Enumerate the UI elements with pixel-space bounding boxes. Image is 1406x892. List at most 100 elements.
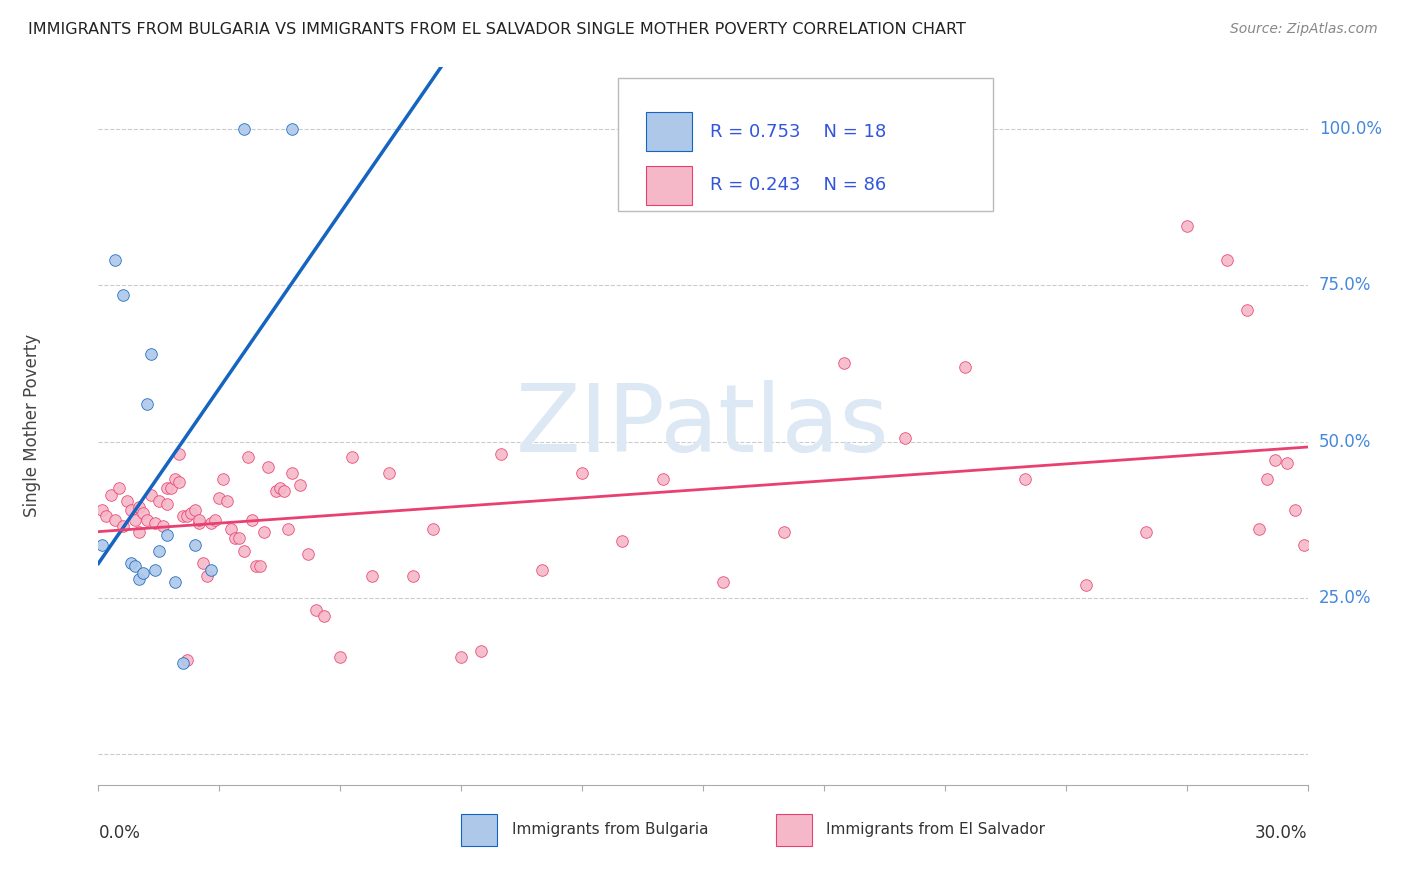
Point <box>115 494 138 508</box>
Point <box>893 432 915 446</box>
Point <box>232 543 254 558</box>
Point <box>832 356 855 371</box>
Point <box>772 524 794 539</box>
Text: Immigrants from El Salvador: Immigrants from El Salvador <box>827 822 1045 838</box>
Point <box>208 491 231 505</box>
Point <box>1249 522 1271 536</box>
Point <box>111 519 134 533</box>
Point <box>148 543 170 558</box>
Point <box>221 522 243 536</box>
Point <box>193 557 215 571</box>
Point <box>530 563 553 577</box>
Text: 0.0%: 0.0% <box>98 824 141 842</box>
Point <box>143 563 166 577</box>
Point <box>107 482 129 496</box>
Point <box>100 487 122 501</box>
Point <box>163 574 186 589</box>
Point <box>288 478 311 492</box>
Point <box>120 557 142 571</box>
Point <box>953 359 976 374</box>
Point <box>172 509 194 524</box>
Point <box>253 524 276 539</box>
Point <box>1074 578 1097 592</box>
Point <box>1256 472 1278 486</box>
Point <box>111 287 134 301</box>
Point <box>184 537 207 551</box>
Text: 50.0%: 50.0% <box>1319 433 1371 450</box>
Point <box>217 494 239 508</box>
Point <box>422 522 444 536</box>
Point <box>450 649 472 664</box>
Point <box>124 559 146 574</box>
Point <box>1236 303 1258 318</box>
Text: Immigrants from Bulgaria: Immigrants from Bulgaria <box>512 822 709 838</box>
Point <box>236 450 259 465</box>
Point <box>1277 457 1299 471</box>
Point <box>132 566 155 580</box>
Point <box>148 494 170 508</box>
Text: R = 0.243    N = 86: R = 0.243 N = 86 <box>710 177 887 194</box>
Point <box>377 466 399 480</box>
Bar <box>647 166 692 205</box>
Point <box>160 482 183 496</box>
Bar <box>461 814 498 846</box>
Point <box>135 397 157 411</box>
Point <box>172 657 194 671</box>
Point <box>329 649 352 664</box>
Point <box>269 482 291 496</box>
Point <box>264 484 287 499</box>
Point <box>224 532 246 546</box>
Point <box>124 512 146 526</box>
Text: Single Mother Poverty: Single Mother Poverty <box>22 334 41 517</box>
Point <box>120 503 142 517</box>
Point <box>281 122 304 136</box>
Point <box>143 516 166 530</box>
Bar <box>647 112 692 152</box>
Text: 25.0%: 25.0% <box>1319 589 1371 607</box>
Point <box>402 569 425 583</box>
Point <box>200 516 222 530</box>
Point <box>128 524 150 539</box>
Text: 100.0%: 100.0% <box>1319 120 1382 138</box>
Point <box>91 503 114 517</box>
Point <box>176 509 198 524</box>
Point <box>1175 219 1198 234</box>
Point <box>314 609 336 624</box>
Point <box>91 537 114 551</box>
Point <box>361 569 384 583</box>
Point <box>711 574 734 589</box>
Point <box>188 512 211 526</box>
Point <box>103 512 125 526</box>
Point <box>152 519 174 533</box>
FancyBboxPatch shape <box>619 78 993 211</box>
Point <box>273 484 295 499</box>
Point <box>1292 537 1315 551</box>
Point <box>188 516 211 530</box>
Point <box>491 447 513 461</box>
Point <box>167 447 190 461</box>
Point <box>256 459 278 474</box>
Point <box>128 500 150 514</box>
Point <box>135 512 157 526</box>
Point <box>139 487 162 501</box>
Point <box>612 534 634 549</box>
Text: Source: ZipAtlas.com: Source: ZipAtlas.com <box>1230 22 1378 37</box>
Point <box>163 472 186 486</box>
Point <box>228 532 250 546</box>
Point <box>1014 472 1036 486</box>
Point <box>212 472 235 486</box>
Text: 30.0%: 30.0% <box>1256 824 1308 842</box>
Point <box>132 507 155 521</box>
Point <box>180 507 202 521</box>
Point <box>297 547 319 561</box>
Point <box>281 466 304 480</box>
Point <box>1216 253 1239 268</box>
Point <box>176 653 198 667</box>
Point <box>156 482 179 496</box>
Point <box>195 569 218 583</box>
Point <box>156 497 179 511</box>
Point <box>470 644 492 658</box>
Point <box>1284 503 1306 517</box>
Point <box>128 572 150 586</box>
Point <box>232 122 254 136</box>
